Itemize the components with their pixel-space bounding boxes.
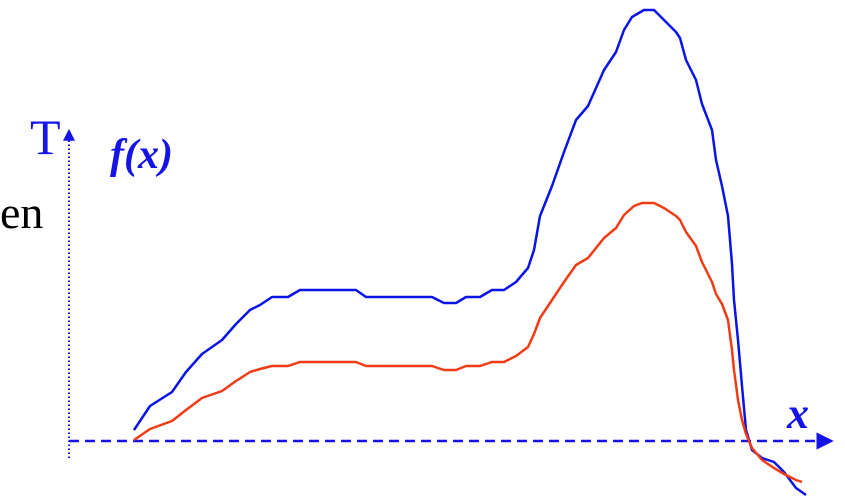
upper-curve xyxy=(132,8,807,496)
x-axis-label: x xyxy=(786,389,809,438)
partial-text: en xyxy=(0,187,43,238)
t-axis-label: T xyxy=(30,109,61,165)
lower-curve xyxy=(133,201,803,484)
f-of-x-label: f(x) xyxy=(110,132,173,178)
